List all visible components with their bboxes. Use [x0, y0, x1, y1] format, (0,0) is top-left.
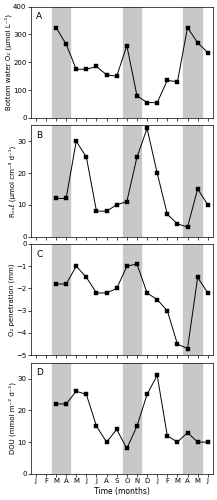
Bar: [123, 362, 141, 474]
Bar: [52, 126, 70, 236]
Bar: [52, 362, 70, 474]
Text: C: C: [36, 250, 43, 258]
X-axis label: Time (months): Time (months): [94, 487, 150, 496]
Bar: [123, 126, 141, 236]
Text: D: D: [36, 368, 43, 377]
Bar: [52, 244, 70, 355]
Bar: [184, 6, 202, 118]
Text: A: A: [36, 12, 42, 21]
Bar: [184, 244, 202, 355]
Bar: [52, 6, 70, 118]
Y-axis label: Rᵥₒℓ (μmol cm⁻³ d⁻¹): Rᵥₒℓ (μmol cm⁻³ d⁻¹): [9, 146, 16, 216]
Bar: [184, 362, 202, 474]
Y-axis label: DOU (mmol m⁻² d⁻¹): DOU (mmol m⁻² d⁻¹): [9, 382, 16, 454]
Text: B: B: [36, 131, 42, 140]
Bar: [184, 126, 202, 236]
Y-axis label: Bottom water O₂ (μmol L⁻¹): Bottom water O₂ (μmol L⁻¹): [4, 14, 12, 110]
Y-axis label: O₂ penetration (mm): O₂ penetration (mm): [8, 264, 15, 336]
Bar: [123, 244, 141, 355]
Bar: [123, 6, 141, 118]
